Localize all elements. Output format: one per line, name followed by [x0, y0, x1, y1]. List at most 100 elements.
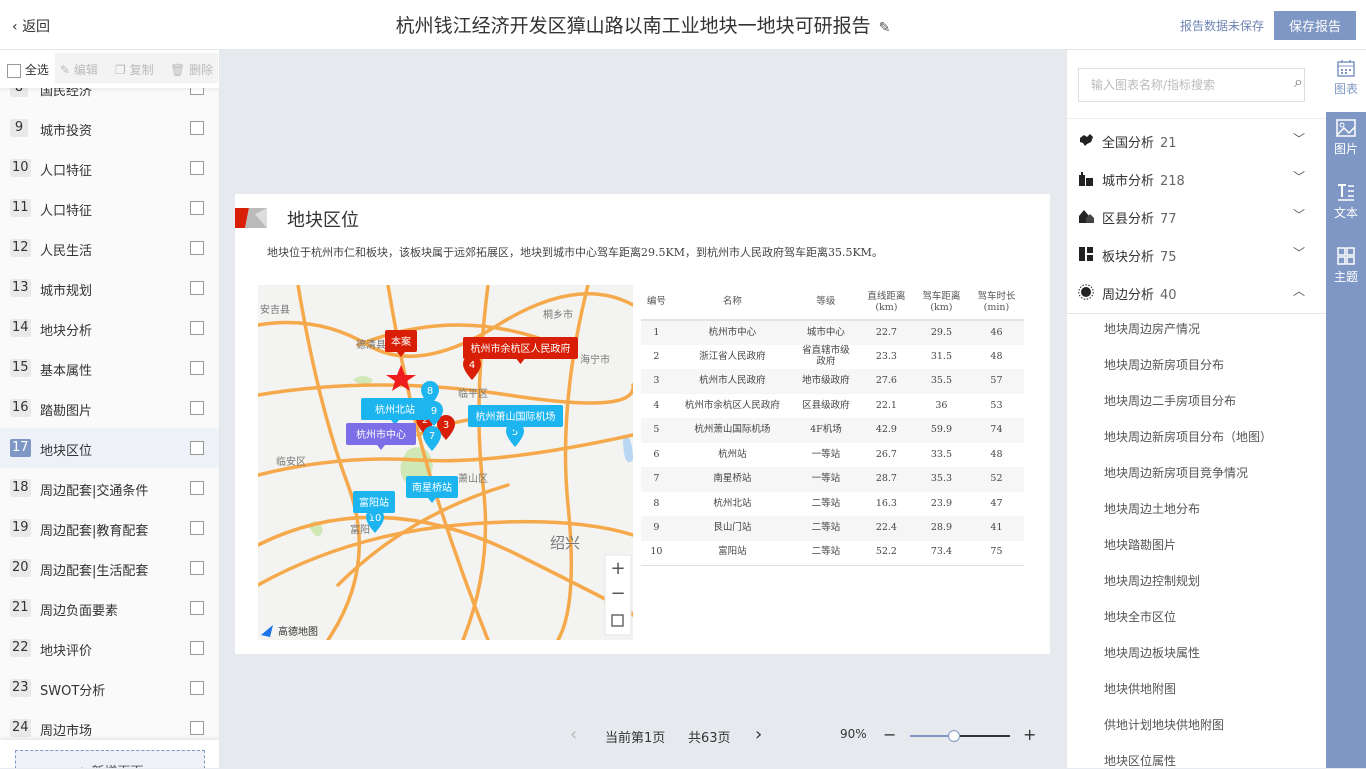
map-marker-pin[interactable]: 5: [506, 422, 524, 447]
page-checkbox[interactable]: [190, 641, 204, 655]
page-list-item[interactable]: 13 城市规划: [0, 268, 219, 308]
back-button[interactable]: ‹ 返回: [12, 19, 51, 35]
page-checkbox[interactable]: [190, 241, 204, 255]
map-callout[interactable]: 杭州萧山国际机场: [468, 405, 563, 432]
location-map[interactable]: 安吉县 德清县 桐乡市 海宁市 临平区 临安区 富阳 绍兴 萧山区 2 3 4 5 7 8 9 10 本案 杭州市余…: [258, 285, 633, 640]
page-checkbox[interactable]: [190, 601, 204, 615]
page-list-item[interactable]: 20 周边配套|生活配套: [0, 548, 219, 588]
page-list-item[interactable]: 23 SWOT分析: [0, 668, 219, 708]
page-checkbox[interactable]: [190, 681, 204, 695]
search-icon[interactable]: ⌕: [1294, 72, 1303, 91]
page-list-item[interactable]: 12 人民生活: [0, 228, 219, 268]
map-callout[interactable]: 富阳站: [353, 491, 395, 518]
zoom-slider[interactable]: [910, 730, 1010, 742]
chevron-down-icon[interactable]: ﹀: [1293, 246, 1306, 260]
page-checkbox[interactable]: [190, 441, 204, 455]
chart-item[interactable]: 地块全市区位: [1104, 610, 1177, 624]
map-zoom-out-button[interactable]: −: [610, 583, 625, 604]
add-page-button[interactable]: + 新增页面: [15, 750, 205, 768]
chart-item[interactable]: 地块周边新房项目分布: [1104, 358, 1225, 372]
map-callout[interactable]: 南星桥站: [406, 476, 458, 503]
page-checkbox[interactable]: [190, 521, 204, 535]
map-callout[interactable]: 杭州市中心: [346, 423, 416, 450]
page-list-item[interactable]: 17 地块区位: [0, 428, 219, 468]
chart-item[interactable]: 地块周边板块属性: [1104, 646, 1201, 660]
chevron-down-icon[interactable]: ﹀: [1293, 132, 1306, 146]
map-zoom-in-button[interactable]: +: [610, 558, 625, 579]
table-header: 驾车时长 (min): [968, 285, 1024, 321]
tab-grid-theme[interactable]: 主题: [1326, 238, 1366, 300]
page-list-item[interactable]: 11 人口特征: [0, 188, 219, 228]
page-list-item[interactable]: 21 周边负面要素: [0, 588, 219, 628]
zoom-in-button[interactable]: +: [1023, 725, 1037, 744]
place-label: 萧山区: [458, 473, 488, 485]
page-list-item[interactable]: 16 踏勘图片: [0, 388, 219, 428]
map-callout[interactable]: 杭州市余杭区人民政府: [463, 337, 578, 364]
select-all-checkbox[interactable]: 全选: [7, 61, 49, 78]
tab-text[interactable]: 文本: [1326, 174, 1366, 236]
map-marker-pin[interactable]: 4: [463, 355, 481, 380]
page-checkbox[interactable]: [190, 481, 204, 495]
page-list-item[interactable]: 14 地块分析: [0, 308, 219, 348]
chart-item[interactable]: 地块区位属性: [1104, 754, 1177, 768]
chart-search-input[interactable]: [1078, 68, 1305, 102]
page-list-item[interactable]: 10 人口特征: [0, 148, 219, 188]
chart-item[interactable]: 地块供地附图: [1104, 682, 1177, 696]
chart-item[interactable]: 地块周边新房项目分布（地图）: [1104, 430, 1273, 444]
map-layers-icon[interactable]: [611, 614, 624, 627]
save-report-button[interactable]: 保存报告: [1274, 11, 1356, 40]
page-list-item[interactable]: 19 周边配套|教育配套: [0, 508, 219, 548]
page-list-item[interactable]: 9 城市投资: [0, 108, 219, 148]
category-2[interactable]: 城市分析 218 ﹀: [1067, 160, 1327, 198]
checkbox[interactable]: [7, 63, 21, 78]
chart-item[interactable]: 地块周边新房项目竞争情况: [1104, 466, 1249, 480]
page-checkbox[interactable]: [190, 281, 204, 295]
chart-item[interactable]: 供地计划地块供地附图: [1104, 718, 1225, 732]
map-marker-pin[interactable]: 3: [437, 415, 455, 440]
chart-item[interactable]: 地块周边土地分布: [1104, 502, 1201, 516]
page-checkbox[interactable]: [190, 161, 204, 175]
chart-item[interactable]: 地块踏勘图片: [1104, 538, 1177, 552]
page-list-item[interactable]: 18 周边配套|交通条件: [0, 468, 219, 508]
tab-image[interactable]: 图片: [1326, 110, 1366, 172]
page-checkbox[interactable]: [190, 721, 204, 735]
map-marker-pin[interactable]: 9: [425, 401, 443, 426]
zoom-slider-handle[interactable]: [948, 730, 961, 742]
chart-item[interactable]: 地块周边二手房项目分布: [1104, 394, 1237, 408]
page-checkbox[interactable]: [190, 201, 204, 215]
marker-number: 8: [427, 386, 433, 397]
page-checkbox[interactable]: [190, 321, 204, 335]
category-1[interactable]: 全国分析 21 ﹀: [1067, 122, 1327, 160]
marker-number: 9: [431, 406, 437, 417]
chevron-down-icon[interactable]: ﹀: [1293, 208, 1306, 222]
category-3[interactable]: 区县分析 77 ﹀: [1067, 198, 1327, 236]
page-list-item[interactable]: 22 地块评价: [0, 628, 219, 668]
project-star-icon[interactable]: [386, 365, 416, 391]
chart-item[interactable]: 地块周边房产情况: [1104, 322, 1201, 336]
chart-item[interactable]: 地块周边控制规划: [1104, 574, 1201, 588]
page-checkbox[interactable]: [190, 561, 204, 575]
page-checkbox[interactable]: [190, 361, 204, 375]
table-cell: 2: [653, 350, 660, 362]
page-list-item[interactable]: 15 基本属性: [0, 348, 219, 388]
page-checkbox[interactable]: [190, 401, 204, 415]
page-list-item[interactable]: 24 周边市场: [0, 708, 219, 748]
map-marker-pin[interactable]: 10: [366, 508, 384, 533]
tab-calendar-chart[interactable]: 图表: [1326, 50, 1366, 112]
zoom-out-button[interactable]: −: [883, 725, 897, 744]
map-callout[interactable]: 本案: [385, 330, 417, 357]
delete-button[interactable]: 🗑 删除: [170, 63, 214, 77]
category-5[interactable]: 周边分析 40 ︿: [1067, 274, 1327, 312]
edit-pencil-icon[interactable]: ✎: [878, 20, 891, 36]
next-page-button[interactable]: ›: [755, 724, 763, 745]
chevron-down-icon[interactable]: ﹀: [1293, 170, 1306, 184]
copy-button[interactable]: ❐ 复制: [115, 63, 154, 77]
chevron-up-icon[interactable]: ︿: [1293, 284, 1306, 298]
page-checkbox[interactable]: [190, 121, 204, 135]
prev-page-button[interactable]: ‹: [570, 724, 578, 745]
edit-button[interactable]: ✎ 编辑: [60, 63, 98, 77]
map-callout[interactable]: 杭州北站: [361, 398, 429, 425]
map-marker-pin[interactable]: 7: [423, 426, 441, 451]
category-4[interactable]: 板块分析 75 ﹀: [1067, 236, 1327, 274]
